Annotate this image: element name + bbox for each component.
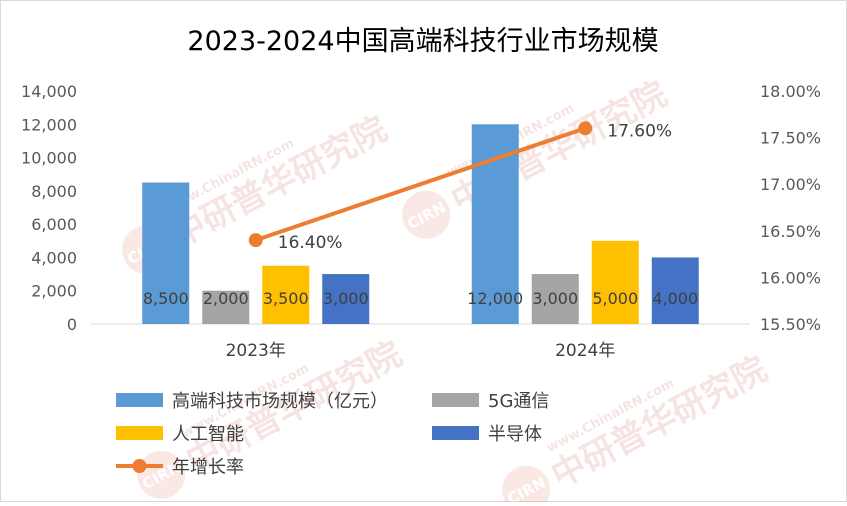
x-axis-labels: 2023年 2024年 bbox=[226, 341, 616, 361]
legend-swatch bbox=[116, 426, 163, 440]
legend-swatch bbox=[116, 393, 163, 407]
bar bbox=[202, 290, 250, 324]
legend-item: 人工智能 bbox=[116, 424, 244, 445]
left-tick-label: 6,000 bbox=[31, 215, 77, 234]
right-axis: 15.50% 16.00% 16.50% 17.00% 17.50% 18.00% bbox=[760, 82, 821, 334]
left-tick-label: 10,000 bbox=[21, 149, 77, 168]
legend-swatch bbox=[432, 426, 479, 440]
bar-data-label: 8,500 bbox=[143, 289, 189, 308]
left-tick-label: 0 bbox=[67, 315, 77, 334]
growth-line bbox=[253, 126, 588, 243]
x-tick-label: 2023年 bbox=[226, 341, 286, 361]
left-tick-label: 8,000 bbox=[31, 182, 77, 201]
bar-data-label: 12,000 bbox=[467, 289, 523, 308]
right-tick-label: 16.50% bbox=[760, 222, 821, 241]
bar bbox=[322, 274, 370, 324]
bar-data-label: 2,000 bbox=[203, 289, 249, 308]
right-tick-label: 18.00% bbox=[760, 82, 821, 101]
legend-label: 年增长率 bbox=[172, 457, 244, 478]
legend-label: 高端科技市场规模（亿元） bbox=[172, 391, 388, 412]
x-tick-label: 2024年 bbox=[555, 341, 615, 361]
watermark-logo-circle bbox=[137, 450, 186, 499]
left-axis: 0 2,000 4,000 6,000 8,000 10,000 12,000 14,000 bbox=[21, 82, 77, 334]
growth-data-label: 17.60% bbox=[607, 121, 672, 141]
legend-label: 半导体 bbox=[488, 424, 542, 445]
bar bbox=[651, 257, 699, 324]
legend-item: 半导体 bbox=[432, 424, 542, 445]
left-tick-label: 4,000 bbox=[31, 248, 77, 267]
bar-data-label: 3,500 bbox=[263, 289, 309, 308]
bar bbox=[591, 240, 639, 324]
right-tick-label: 16.00% bbox=[760, 268, 821, 287]
bar bbox=[531, 274, 579, 324]
chart-title: 2023-2024中国高端科技行业市场规模 bbox=[187, 26, 658, 57]
legend-label: 人工智能 bbox=[172, 424, 244, 445]
legend-item: 高端科技市场规模（亿元） bbox=[116, 391, 388, 412]
bar-data-label: 3,000 bbox=[532, 289, 578, 308]
bar bbox=[262, 265, 310, 324]
bar-data-label: 5,000 bbox=[592, 289, 638, 308]
bar-data-label: 4,000 bbox=[652, 289, 698, 308]
legend-marker bbox=[132, 459, 147, 473]
bar-data-label: 3,000 bbox=[323, 289, 369, 308]
legend-item: 年增长率 bbox=[116, 457, 244, 478]
growth-data-label: 16.40% bbox=[278, 233, 343, 253]
growth-point bbox=[248, 233, 263, 248]
legend-swatch bbox=[432, 393, 479, 407]
growth-line-layer: 16.40% 17.60% bbox=[248, 121, 672, 253]
left-tick-label: 2,000 bbox=[31, 282, 77, 301]
bar bbox=[142, 182, 190, 324]
watermark-logo-circle bbox=[402, 190, 451, 239]
bar-labels-layer: 8,500 2,000 3,500 3,000 12,000 3,000 5,000 4,00… bbox=[143, 289, 698, 308]
right-tick-label: 17.00% bbox=[760, 175, 821, 194]
right-tick-label: 15.50% bbox=[760, 315, 821, 334]
legend-label: 5G通信 bbox=[488, 391, 549, 412]
left-tick-label: 12,000 bbox=[21, 115, 77, 134]
legend-item: 5G通信 bbox=[432, 391, 549, 412]
left-tick-label: 14,000 bbox=[21, 82, 77, 101]
growth-point bbox=[578, 121, 593, 136]
right-tick-label: 17.50% bbox=[760, 129, 821, 148]
